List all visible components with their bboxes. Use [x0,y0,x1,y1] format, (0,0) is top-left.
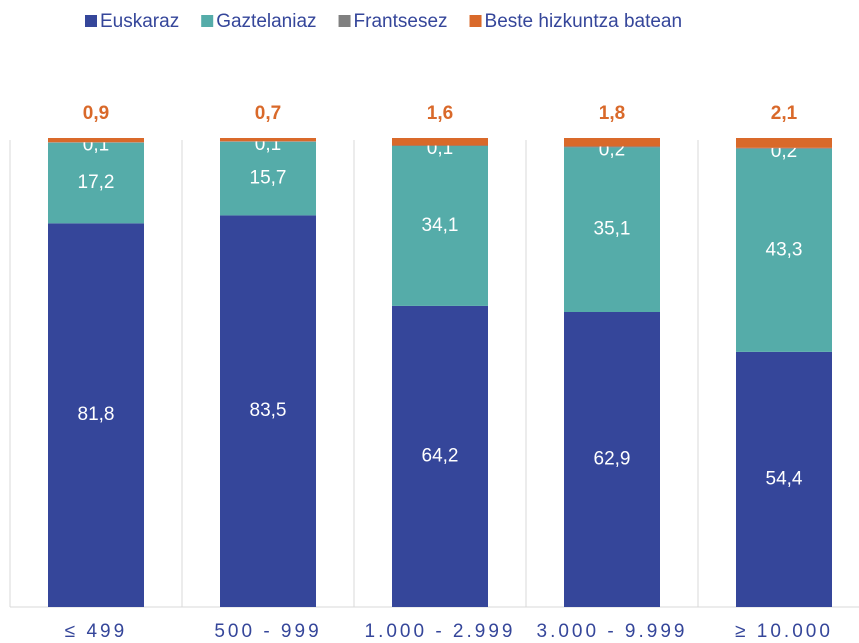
value-label: 83,5 [250,400,287,421]
legend-label: Frantsesez [354,11,448,32]
bar-segment [736,351,832,607]
value-label: 64,2 [422,445,459,466]
bar-segment [564,311,660,607]
value-label: 0,9 [83,103,109,124]
value-label: 43,3 [766,239,803,260]
legend-label: Beste hizkuntza batean [485,11,683,32]
x-tick-label: 500 - 999 [214,621,321,642]
value-label: 0,7 [255,103,281,124]
value-label: 54,4 [766,468,803,489]
bar-segment [392,145,488,306]
value-label: 1,8 [599,103,625,124]
value-label: 81,8 [78,404,115,425]
x-tick-label: ≥ 10.000 [735,621,833,642]
bar-segment [736,148,832,352]
value-label: 62,9 [594,449,631,470]
bar-segment [220,215,316,607]
bar-segment [220,138,316,142]
bar-segment [220,141,316,216]
bar-segment [48,142,144,224]
value-label: 34,1 [422,215,459,236]
bar-segment [392,305,488,607]
value-label: 2,1 [771,103,798,124]
bar-segment [564,147,660,312]
bar-segment [564,138,660,147]
bar-segment [564,146,660,148]
value-label: 15,7 [250,168,287,189]
legend-swatch [469,15,482,27]
legend-label: Euskaraz [100,11,179,32]
x-tick-label: 3.000 - 9.999 [537,621,688,642]
value-label: 17,2 [78,172,115,193]
x-tick-label: ≤ 499 [65,621,127,642]
bar-segment [736,138,832,148]
value-label: 0,1 [255,134,281,155]
bar-segment [48,223,144,607]
bar-segment [736,147,832,149]
legend-label: Gaztelaniaz [216,11,316,32]
bar-segment [392,138,488,146]
value-label: 35,1 [594,219,631,240]
legend-swatch [85,15,97,27]
legend-swatch [338,15,351,27]
value-label: 0,1 [83,135,109,156]
x-tick-label: 1.000 - 2.999 [365,621,516,642]
legend-swatch [201,15,214,27]
bar-segment [48,138,144,143]
value-label: 1,6 [427,103,453,124]
